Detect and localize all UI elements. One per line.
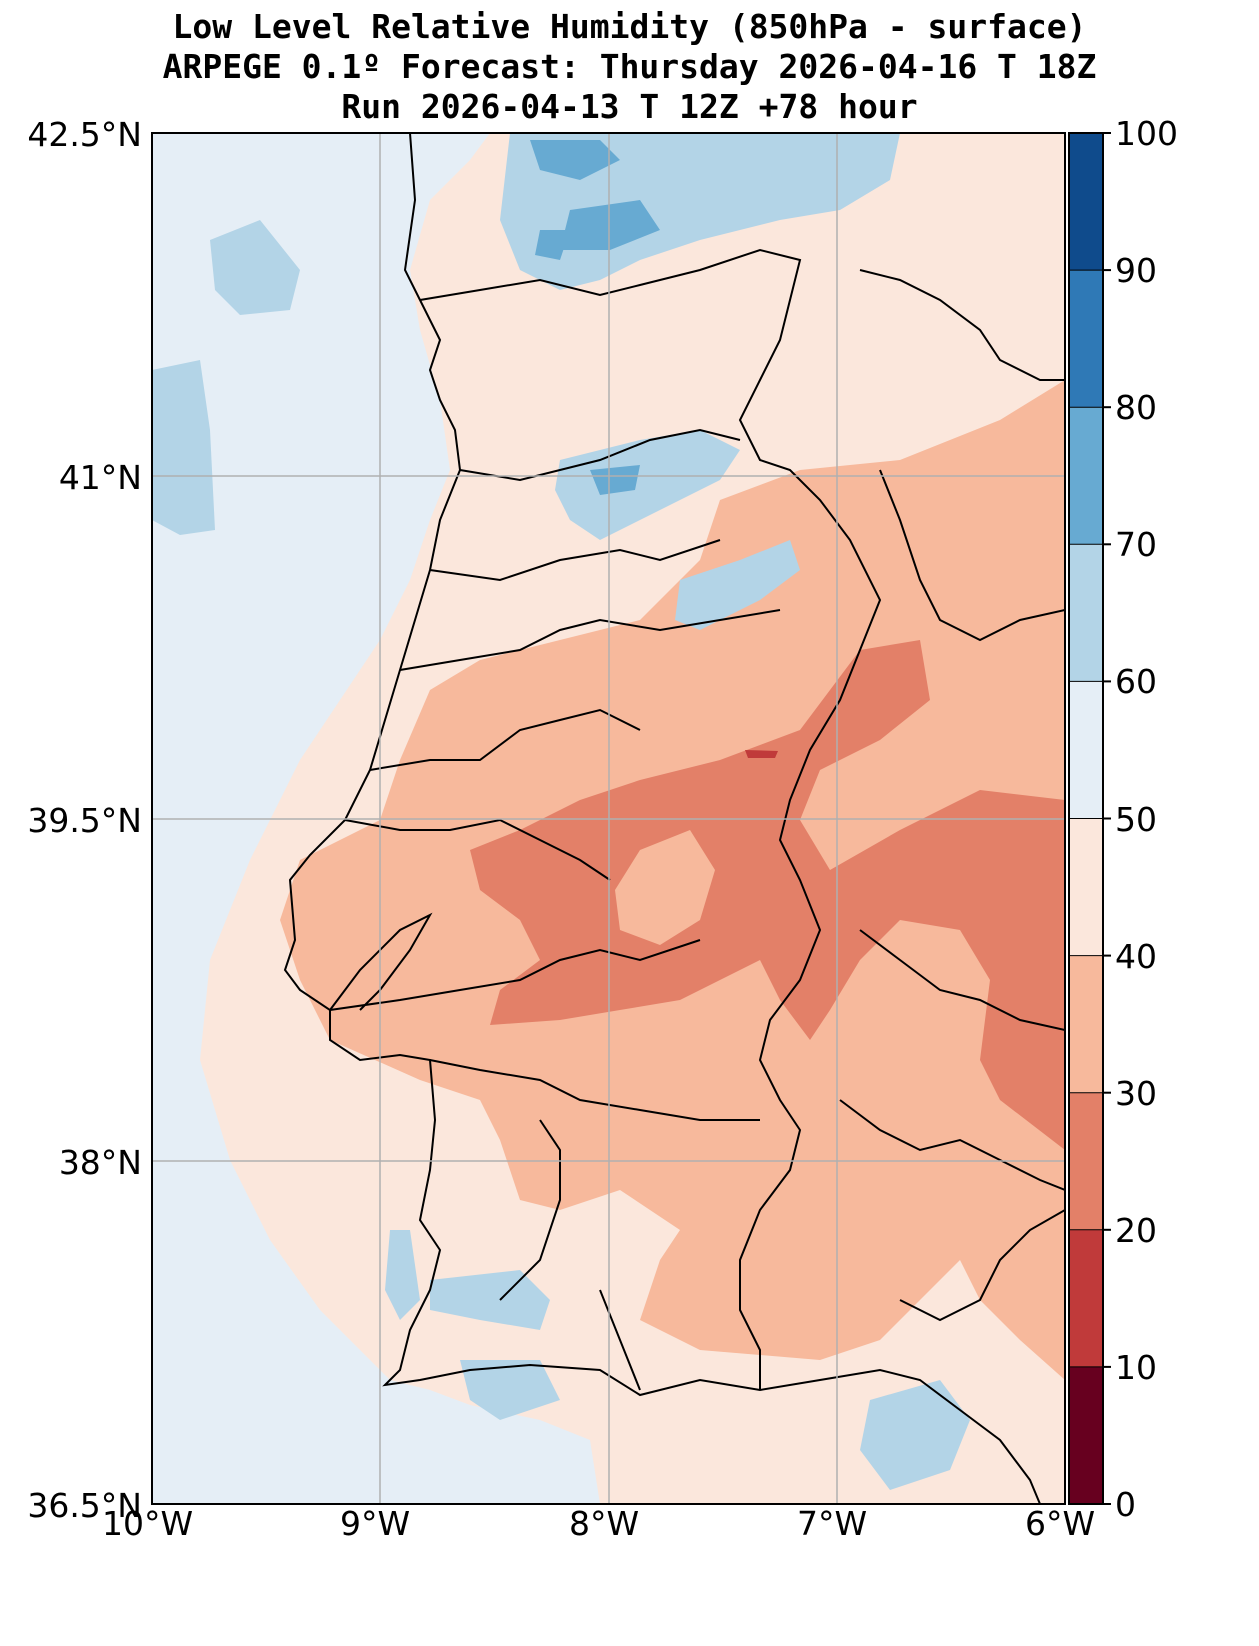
colorbar-segment [1069, 270, 1103, 408]
map-frame [151, 132, 1066, 1505]
colorbar-label: 20 [1115, 1210, 1157, 1250]
lon-tick-label: 9°W [340, 1504, 411, 1543]
lon-tick-label: 6°W [1025, 1504, 1096, 1543]
colorbar-segment [1069, 407, 1103, 545]
colorbar-segment [1069, 544, 1103, 682]
humidity-band-20-30 [470, 640, 1065, 1150]
colorbar-segment [1069, 681, 1103, 819]
colorbar-label: 90 [1115, 251, 1157, 291]
colorbar-segment [1069, 955, 1103, 1093]
colorbar-label: 30 [1115, 1073, 1157, 1113]
humidity-band-60-70-central [675, 540, 800, 630]
humidity-band-30-40-core [615, 830, 715, 945]
lon-tick-label: 8°W [569, 1504, 640, 1543]
humidity-band-60-70-south [385, 1230, 970, 1490]
lat-tick-label: 42.5°N [27, 115, 142, 154]
title-line-3: Run 2026-04-13 T 12Z +78 hour [341, 87, 918, 126]
humidity-band-60-70-west-sea [152, 220, 300, 535]
colorbar-label: 70 [1115, 525, 1157, 565]
colorbar-label: 50 [1115, 799, 1157, 839]
colorbar-segment [1069, 1229, 1103, 1367]
colorbar-label: 60 [1115, 662, 1157, 702]
humidity-band-60-70-midwest [555, 430, 740, 540]
colorbar-segment [1069, 818, 1103, 956]
colorbar-segment [1069, 1092, 1103, 1230]
border-spain-portugal [419, 248, 882, 1390]
lat-tick-label: 36.5°N [27, 1486, 142, 1525]
lon-tick-label: 7°W [797, 1504, 868, 1543]
colorbar-segment [1069, 1366, 1103, 1504]
lon-tick-label: 10°W [102, 1504, 194, 1543]
humidity-band-10-20 [745, 750, 778, 758]
humidity-band-70-80-north [530, 140, 660, 260]
humidity-band-60-70-north [500, 133, 900, 290]
humidity-band-70-80-mid [590, 465, 640, 495]
admin-boundaries [329, 269, 1065, 1391]
lat-tick-label: 39.5°N [27, 801, 142, 840]
colorbar-label: 100 [1115, 114, 1178, 153]
colorbar-label: 80 [1115, 388, 1157, 428]
title-line-1: Low Level Relative Humidity (850hPa - su… [172, 7, 1087, 46]
lat-tick-label: 38°N [58, 1143, 142, 1182]
colorbar-ticks [1069, 132, 1111, 1505]
colorbar-label: 0 [1115, 1485, 1136, 1524]
colorbar-segment [1069, 133, 1103, 271]
title-line-2: ARPEGE 0.1º Forecast: Thursday 2026-04-1… [162, 47, 1097, 86]
colorbar-label: 10 [1115, 1347, 1157, 1387]
gridlines [152, 133, 1065, 1504]
colorbar [1069, 133, 1103, 1504]
lat-tick-label: 41°N [58, 458, 142, 497]
colorbar-label: 40 [1115, 936, 1157, 976]
